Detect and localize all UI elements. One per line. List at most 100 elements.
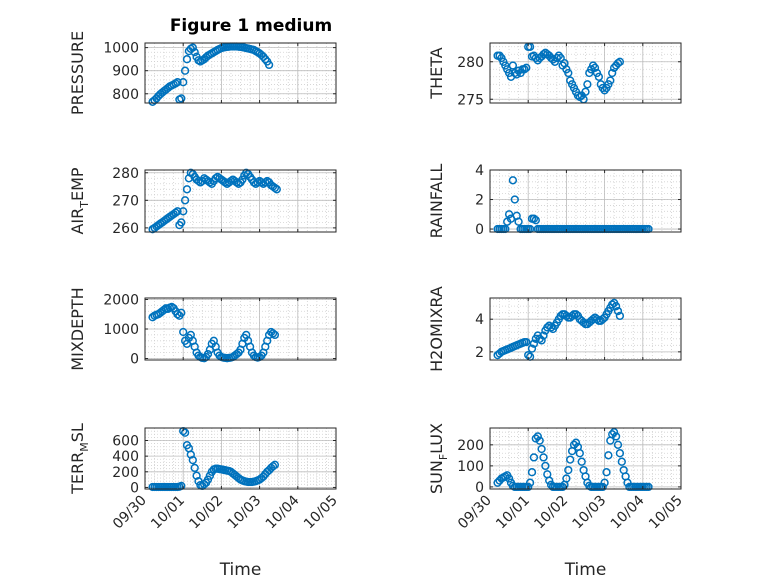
data-point [495, 51, 504, 60]
x-tick-label: 10/04 [263, 492, 303, 532]
axes-box [144, 427, 337, 490]
x-tick-label: 10/01 [493, 493, 533, 533]
data-point [602, 468, 611, 477]
data-point [554, 51, 563, 60]
data-point [238, 175, 247, 184]
y-tick-label: 100 [457, 459, 484, 475]
data-point [205, 471, 215, 480]
data-point [644, 482, 653, 492]
data-point [613, 440, 623, 449]
data-point [188, 455, 197, 465]
x-tick-label: 09/30 [110, 493, 150, 533]
data-point [173, 78, 182, 87]
x-tick-label: 09/30 [455, 493, 495, 533]
x-tick-label: 10/02 [531, 493, 571, 533]
data-point [514, 217, 523, 226]
data-point [562, 474, 571, 483]
data-point [594, 72, 604, 81]
data-point [182, 185, 192, 194]
y-axis-label: AIRTEMP [68, 167, 91, 234]
data-point [173, 207, 182, 216]
y-tick-label: 0 [475, 222, 484, 238]
y-axis-label: RAINFALL [427, 164, 446, 239]
axes-box [144, 42, 337, 104]
series-markers [493, 428, 653, 492]
axes-theta: 275 280 THETA [427, 42, 682, 108]
y-tick-label: 900 [112, 64, 139, 80]
data-point [588, 61, 598, 70]
data-point [608, 68, 617, 78]
y-axis-label: PRESSURE [68, 31, 87, 115]
axes-box [489, 169, 682, 233]
y-axis-label: MIXDEPTH [68, 287, 87, 370]
x-tick-label: 10/03 [225, 493, 265, 533]
y-tick-label: 600 [112, 434, 139, 450]
data-point [510, 195, 519, 204]
data-point [615, 449, 625, 458]
data-point [592, 315, 602, 324]
axes-h2omixra: 2 4 H2OMIXRA [427, 286, 682, 372]
series-markers [148, 302, 280, 363]
data-point [562, 311, 571, 321]
data-point [504, 474, 514, 483]
data-point [546, 323, 556, 332]
data-point [608, 300, 617, 309]
y-tick-label: 200 [112, 465, 139, 481]
data-point [604, 451, 613, 460]
data-point [613, 306, 623, 316]
axes-box [489, 42, 682, 104]
data-point [190, 48, 199, 57]
data-point [205, 178, 215, 187]
data-point [527, 468, 537, 477]
data-point [581, 87, 590, 96]
axes-rainfall: 0 2 4 RAINFALL [427, 163, 682, 239]
y-tick-label: 1000 [103, 41, 139, 57]
data-point [571, 438, 581, 447]
y-axis-label: SUNFLUX [427, 423, 450, 494]
data-point [179, 327, 188, 337]
axes-box [489, 297, 682, 361]
data-point [522, 337, 531, 347]
data-point [182, 55, 192, 64]
data-point [583, 80, 592, 89]
data-point [600, 86, 609, 95]
data-point [221, 178, 230, 187]
y-tick-label: 0 [475, 480, 484, 496]
x-tick-label: 10/02 [186, 493, 226, 533]
y-tick-label: 260 [112, 221, 139, 237]
y-tick-label: 0 [130, 352, 139, 368]
data-point [529, 453, 539, 462]
data-point [564, 68, 573, 78]
y-tick-label: 2 [475, 193, 484, 209]
series-markers [493, 42, 625, 104]
data-point [556, 53, 565, 63]
data-point [270, 330, 280, 340]
data-point [613, 59, 623, 68]
data-point [203, 349, 213, 359]
data-point [539, 50, 548, 59]
data-point [264, 60, 274, 70]
data-point [177, 218, 186, 227]
y-tick-label: 4 [475, 163, 484, 179]
y-tick-label: 280 [112, 166, 139, 182]
data-point [504, 210, 514, 219]
data-point [535, 436, 544, 445]
y-tick-label: 2000 [103, 292, 139, 308]
data-point [609, 428, 619, 437]
data-point [261, 55, 270, 64]
x-axis-label: Time [564, 560, 607, 580]
data-point [537, 336, 546, 345]
data-point [180, 196, 190, 205]
data-point [545, 476, 554, 485]
data-point [590, 63, 600, 72]
data-point [253, 178, 262, 187]
data-point [606, 76, 615, 85]
data-point [211, 174, 220, 183]
data-point [533, 432, 542, 441]
data-point [567, 311, 577, 321]
axes-pressure: 800 900 1000 PRESSURE [68, 31, 337, 115]
y-axis-label: THETA [427, 47, 446, 99]
data-point [575, 449, 584, 458]
data-point [268, 462, 278, 471]
